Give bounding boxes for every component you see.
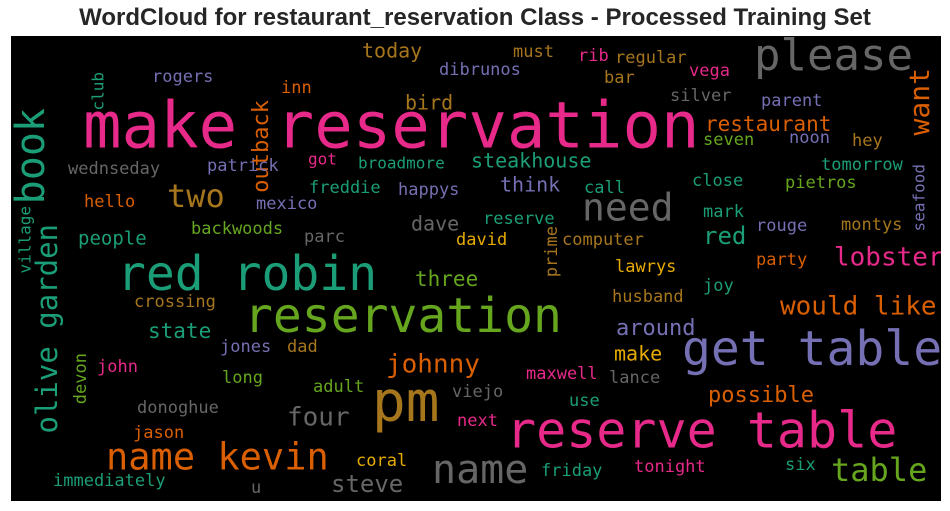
word-rib: rib [578,46,609,66]
word-computer: computer [562,230,644,250]
word-party: party [756,250,807,270]
word-jones: jones [220,337,271,357]
word-please: please [754,36,913,81]
word-inn: inn [281,78,312,98]
word-lawrys: lawrys [615,257,676,277]
word-would-like: would like [780,292,937,322]
word-next: next [457,411,498,431]
word-possible: possible [708,383,814,408]
word-seven: seven [703,130,754,150]
word-make-reservation: make reservation [83,90,700,164]
word-must: must [513,42,554,62]
word-lobster: lobster [834,243,941,273]
word-reservation: reservation [244,288,562,344]
word-happys: happys [398,180,459,200]
word-prime: prime [542,226,562,277]
word-seafood: seafood [910,164,929,231]
wordcloud-svg: make reservation please book outback club inn… [11,36,941,498]
word-hello: hello [84,192,135,212]
word-table: table [831,451,927,489]
word-use: use [569,391,600,411]
word-steakhouse: steakhouse [471,149,591,173]
word-devon: devon [71,353,91,404]
word-regular: regular [615,48,687,68]
word-call: call [584,178,625,198]
word-restaurant: restaurant [705,112,831,136]
word-bird: bird [405,91,453,115]
word-david: david [456,230,507,250]
word-want: want [903,68,936,135]
word-people: people [78,228,147,250]
word-hey: hey [852,131,883,151]
word-friday: friday [541,461,602,481]
word-got: got [308,150,337,169]
word-close: close [692,171,743,191]
word-two: two [167,177,225,215]
word-pm: pm [372,370,439,435]
word-crossing: crossing [134,292,216,312]
word-name-kevin: name kevin [106,436,329,479]
word-donoghue: donoghue [137,398,219,418]
word-u: u [251,478,261,498]
word-outback: outback [249,100,274,193]
word-red-robin: red robin [117,246,377,302]
wordcloud-panel: make reservation please book outback club inn… [11,36,941,501]
word-adult: adult [313,377,364,397]
word-dibrunos: dibrunos [439,60,521,80]
word-dave: dave [411,212,459,236]
word-make: make [614,342,662,366]
word-around: around [616,316,695,341]
word-wednseday: wednseday [68,159,160,179]
word-maxwell: maxwell [526,364,598,384]
word-silver: silver [670,86,731,106]
word-get-table: get table [682,321,941,377]
word-mark: mark [703,202,744,222]
word-patrick: patrick [207,156,279,176]
word-rogers: rogers [152,67,213,87]
word-club: club [89,72,108,111]
word-bar: bar [604,68,635,88]
word-state: state [148,319,211,343]
word-johnny: johnny [386,350,480,380]
word-steve: steve [331,470,403,498]
word-village: village [16,206,35,273]
word-need: need [582,186,674,230]
word-rouge: rouge [756,216,807,236]
chart-title: WordCloud for restaurant_reservation Cla… [79,4,871,31]
word-parent: parent [761,91,822,111]
word-john: john [97,357,138,377]
word-dad: dad [287,337,318,357]
word-vega: vega [689,61,730,81]
word-today: today [362,39,422,63]
word-parc: parc [304,227,345,247]
word-tonight: tonight [634,457,706,477]
word-broadmore: broadmore [358,154,445,173]
word-think: think [500,173,560,197]
word-immediately: immediately [53,471,166,491]
word-montys: montys [841,215,902,235]
word-olive-garden: olive garden [30,224,64,434]
word-pietros: pietros [785,173,857,193]
word-noon: noon [789,128,830,148]
word-jason: jason [133,423,184,443]
word-long: long [222,368,263,388]
word-coral: coral [356,451,407,471]
word-name: name [432,447,528,493]
word-reserve: reserve [483,209,555,229]
word-freddie: freddie [309,178,381,198]
word-tomorrow: tomorrow [821,155,904,175]
word-joy: joy [703,276,734,296]
word-mexico: mexico [256,194,317,214]
word-lance: lance [609,368,660,388]
word-red: red [703,222,746,250]
word-book: book [11,108,54,204]
word-reserve-table: reserve table [506,402,897,460]
word-husband: husband [612,287,684,307]
word-three: three [415,267,478,291]
word-backwoods: backwoods [191,219,283,239]
word-viejo: viejo [452,382,503,402]
word-six: six [785,455,816,475]
word-four: four [287,403,350,433]
